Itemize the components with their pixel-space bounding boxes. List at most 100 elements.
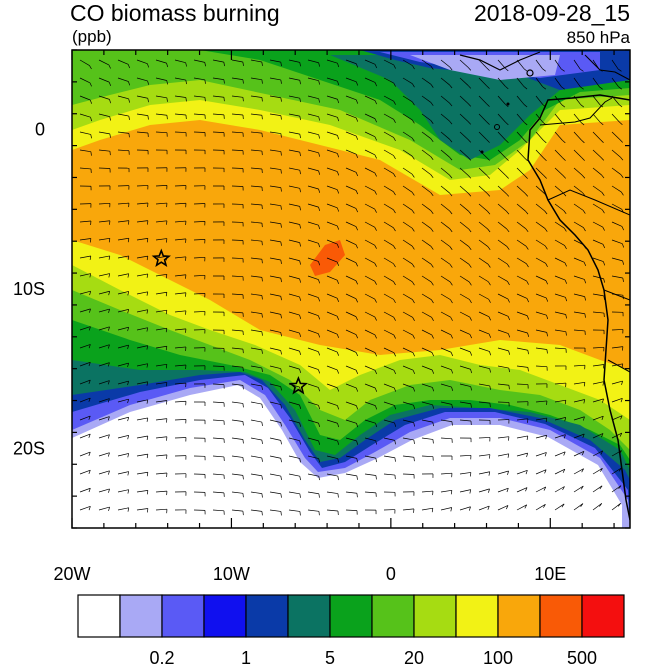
wind-barb-flag bbox=[432, 439, 434, 444]
wind-barb-flag bbox=[430, 228, 434, 232]
wind-barb bbox=[288, 221, 300, 225]
wind-barb bbox=[250, 275, 262, 278]
wind-barb-flag bbox=[580, 104, 585, 108]
wind-barb bbox=[535, 167, 545, 176]
wind-barb-flag bbox=[618, 467, 622, 472]
wind-barb-flag bbox=[108, 326, 110, 331]
wind-barb bbox=[326, 113, 338, 118]
wind-barb bbox=[250, 473, 262, 477]
wind-barb-flag bbox=[430, 174, 434, 179]
wind-barb-flag bbox=[374, 298, 377, 303]
wind-barb-flag bbox=[394, 457, 396, 462]
wind-barb-flag bbox=[563, 192, 567, 197]
wind-barb bbox=[440, 113, 450, 122]
wind-barb-flag bbox=[412, 334, 415, 339]
wind-barb-flag bbox=[467, 175, 472, 179]
wind-barb bbox=[193, 293, 206, 295]
wind-barb bbox=[592, 381, 604, 385]
wind-barb-flag bbox=[450, 490, 453, 495]
wind-barb-flag bbox=[318, 333, 321, 338]
wind-barb bbox=[402, 95, 413, 103]
wind-barb-flag bbox=[127, 507, 130, 512]
wind-barb bbox=[497, 505, 509, 511]
wind-barb bbox=[155, 59, 167, 64]
wind-barb-flag bbox=[413, 439, 415, 444]
wind-barb bbox=[383, 329, 394, 336]
wind-barb-flag bbox=[280, 511, 282, 516]
wind-barb bbox=[307, 293, 319, 298]
wind-barb bbox=[307, 383, 319, 388]
wind-barb-flag bbox=[565, 297, 568, 302]
wind-barb bbox=[383, 113, 394, 120]
wind-barb-flag bbox=[107, 452, 110, 457]
wind-barb bbox=[231, 437, 243, 440]
wind-barb-flag bbox=[600, 468, 603, 472]
wind-barb-flag bbox=[299, 314, 302, 319]
wind-barb-flag bbox=[543, 157, 547, 161]
wind-barb-flag bbox=[524, 157, 528, 161]
wind-barb-flag bbox=[505, 121, 509, 126]
wind-barb bbox=[345, 401, 357, 406]
wind-barb bbox=[478, 239, 489, 247]
wind-barb-flag bbox=[318, 225, 321, 230]
wind-barb bbox=[231, 95, 243, 98]
wind-barb-flag bbox=[89, 308, 91, 313]
wind-barb bbox=[136, 435, 148, 439]
wind-barb bbox=[611, 432, 622, 439]
wind-barb-flag bbox=[469, 351, 473, 356]
wind-barb bbox=[117, 149, 129, 152]
wind-barb-flag bbox=[621, 363, 624, 368]
units-label: (ppb) bbox=[72, 27, 112, 46]
wind-barb-flag bbox=[280, 79, 282, 84]
wind-barb bbox=[326, 275, 338, 281]
wind-barb bbox=[383, 455, 395, 459]
wind-barb-flag bbox=[507, 281, 510, 286]
wind-barb-flag bbox=[524, 504, 528, 509]
wind-barb bbox=[497, 436, 509, 439]
wind-barb bbox=[611, 185, 622, 193]
wind-barb bbox=[288, 59, 300, 63]
wind-barb-flag bbox=[108, 238, 111, 243]
wind-barb bbox=[478, 95, 487, 105]
wind-barb bbox=[516, 435, 528, 439]
wind-barb-flag bbox=[487, 263, 491, 268]
wind-barb-flag bbox=[88, 433, 91, 438]
wind-barb bbox=[174, 220, 186, 223]
wind-barb-flag bbox=[299, 242, 301, 247]
wind-barb-flag bbox=[280, 493, 282, 498]
wind-barb-flag bbox=[299, 458, 301, 463]
wind-barb bbox=[79, 255, 91, 259]
wind-barb bbox=[592, 450, 603, 457]
wind-barb-flag bbox=[393, 387, 397, 392]
wind-barb bbox=[231, 329, 243, 332]
wind-barb bbox=[478, 437, 491, 439]
wind-barb bbox=[174, 95, 186, 98]
wind-barb-flag bbox=[622, 243, 625, 248]
wind-barb-flag bbox=[146, 291, 149, 296]
wind-barb bbox=[269, 401, 281, 405]
wind-barb bbox=[478, 329, 490, 335]
wind-barb bbox=[326, 239, 338, 245]
wind-barb bbox=[611, 149, 621, 158]
wind-barb bbox=[573, 77, 581, 88]
wind-barb bbox=[440, 329, 452, 336]
wind-barb-flag bbox=[242, 403, 244, 408]
wind-barb-flag bbox=[525, 246, 529, 250]
wind-barb-flag bbox=[470, 369, 473, 374]
wind-barb bbox=[554, 239, 565, 246]
wind-barb-flag bbox=[486, 67, 490, 71]
wind-barb-flag bbox=[620, 174, 624, 178]
wind-barb-flag bbox=[374, 316, 377, 321]
wind-barb-flag bbox=[299, 296, 302, 301]
wind-barb bbox=[611, 293, 623, 296]
wind-barb bbox=[155, 77, 167, 81]
wind-barb-flag bbox=[602, 364, 605, 369]
wind-barb bbox=[326, 59, 338, 64]
wind-barb bbox=[516, 59, 525, 69]
wind-barb-flag bbox=[127, 273, 130, 278]
wind-barb bbox=[440, 311, 451, 318]
wind-barb-flag bbox=[583, 262, 587, 267]
wind-barb-flag bbox=[411, 209, 415, 214]
wind-barb-flag bbox=[355, 208, 358, 213]
wind-barb bbox=[155, 345, 167, 349]
